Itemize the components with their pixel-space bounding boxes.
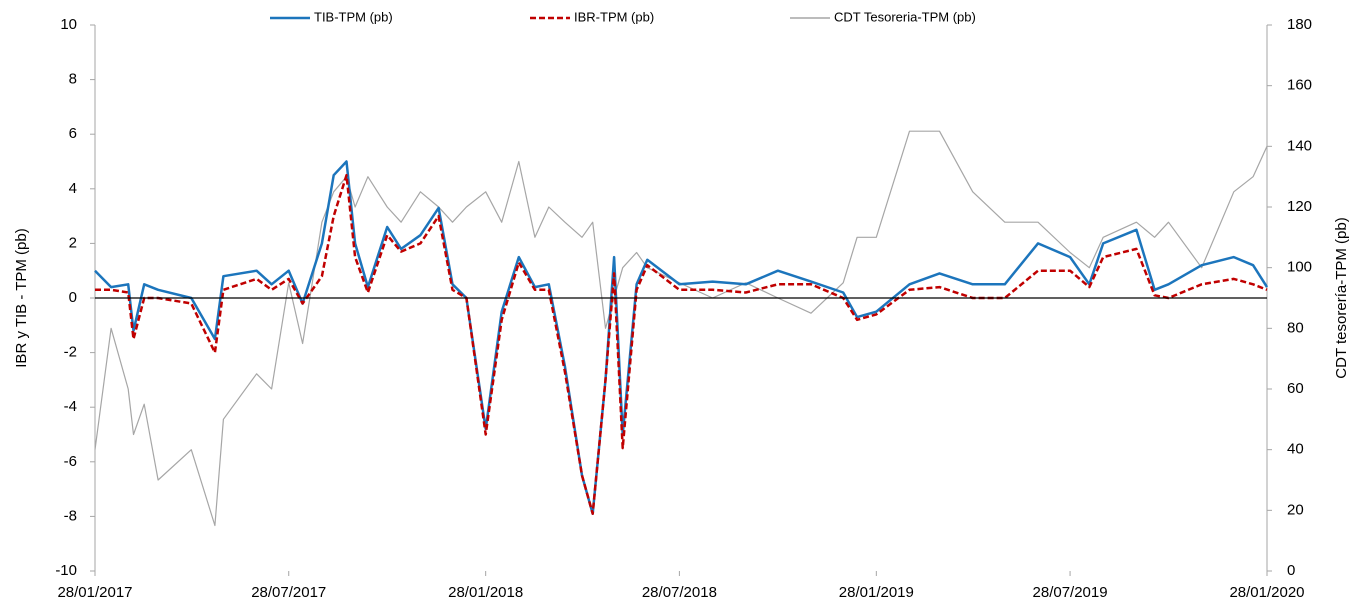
x-tick-label: 28/07/2019 — [1033, 584, 1108, 601]
x-tick-label: 28/01/2020 — [1229, 584, 1304, 601]
y-tick-label: -10 — [55, 562, 77, 579]
legend-label: TIB-TPM (pb) — [314, 9, 393, 24]
y-tick-label: -2 — [64, 344, 77, 361]
y2-tick-label: 60 — [1287, 380, 1304, 397]
legend-label: CDT Tesoreria-TPM (pb) — [834, 9, 976, 24]
y2-tick-label: 20 — [1287, 501, 1304, 518]
y2-tick-label: 180 — [1287, 16, 1312, 33]
series-line — [94, 160, 1269, 515]
x-tick-label: 28/07/2018 — [642, 584, 717, 601]
y2-tick-label: 120 — [1287, 198, 1312, 215]
y-tick-label: -6 — [64, 453, 77, 470]
y-axis-label: IBR y TIB - TPM (pb) — [13, 228, 30, 367]
y-tick-label: 8 — [69, 71, 77, 88]
y2-tick-label: 0 — [1287, 562, 1295, 579]
y-tick-label: 0 — [69, 289, 77, 306]
y-tick-label: 4 — [69, 180, 77, 197]
y2-axis-label: CDT tesorería-TPM (pb) — [1333, 217, 1350, 378]
y2-tick-label: 40 — [1287, 441, 1304, 458]
y2-tick-label: 140 — [1287, 137, 1312, 154]
y-tick-label: -8 — [64, 507, 77, 524]
x-tick-label: 28/01/2018 — [448, 584, 523, 601]
x-tick-label: 28/01/2019 — [839, 584, 914, 601]
y2-tick-label: 100 — [1287, 259, 1312, 276]
y2-tick-label: 80 — [1287, 319, 1304, 336]
series-line — [94, 130, 1268, 527]
y-tick-label: 6 — [69, 125, 77, 142]
x-tick-label: 28/07/2017 — [251, 584, 326, 601]
y2-tick-label: 160 — [1287, 77, 1312, 94]
y-tick-label: -4 — [64, 398, 77, 415]
series-line — [95, 173, 1268, 515]
x-tick-label: 28/01/2017 — [57, 584, 132, 601]
y-tick-label: 10 — [60, 16, 77, 33]
legend-label: IBR-TPM (pb) — [574, 9, 654, 24]
y-tick-label: 2 — [69, 234, 77, 251]
